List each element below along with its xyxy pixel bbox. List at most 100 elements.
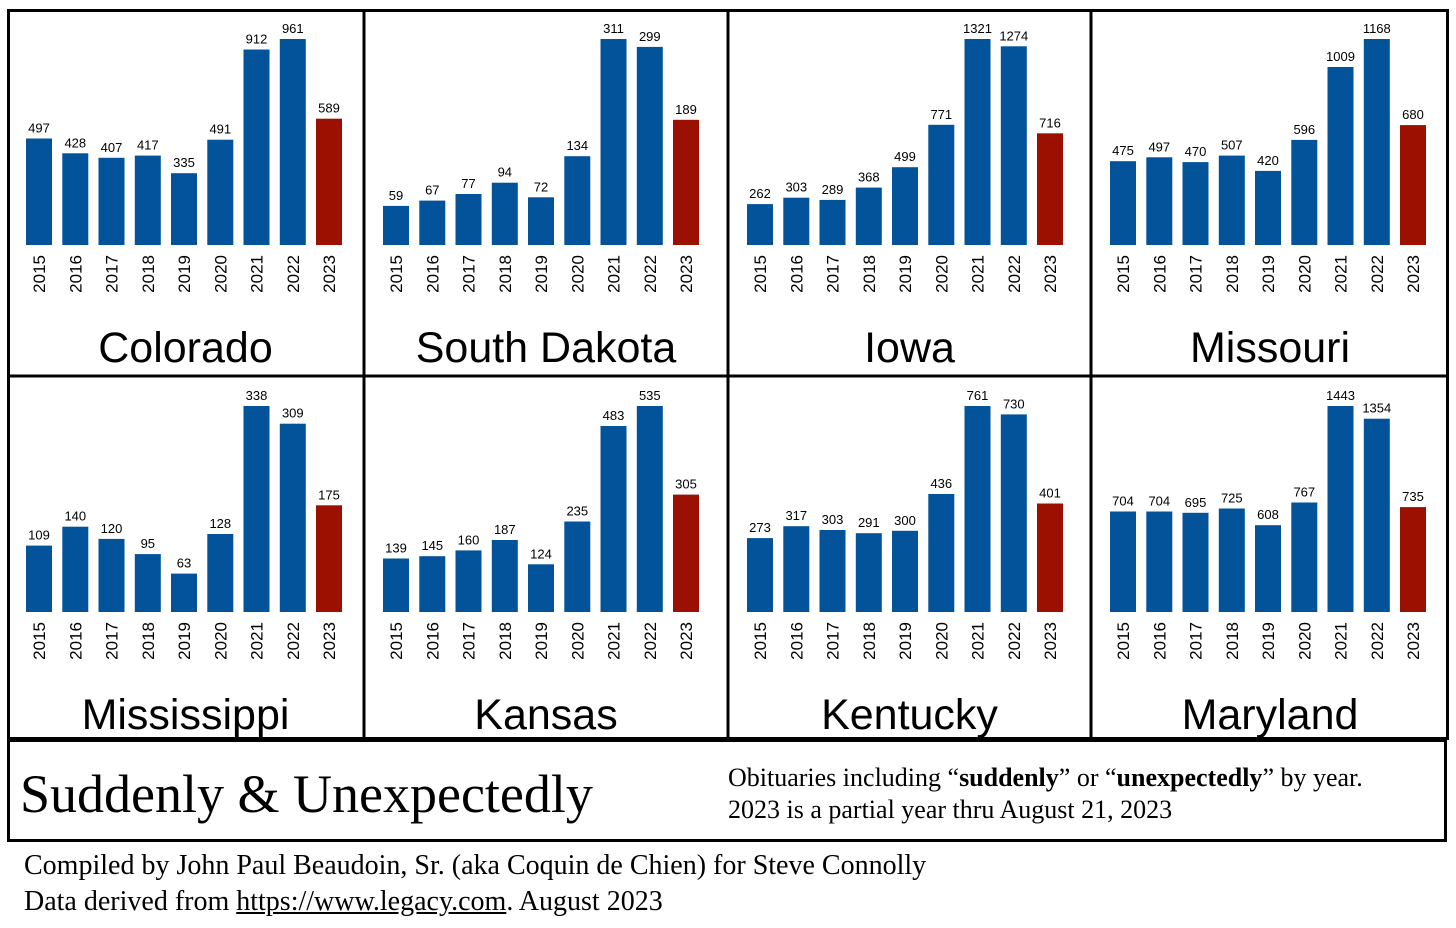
bar-2019 — [892, 167, 918, 245]
state-title: Kansas — [474, 691, 617, 739]
bar-value-label: 95 — [141, 536, 155, 551]
bar-2017 — [455, 194, 482, 245]
year-tick-label: 2018 — [1223, 622, 1242, 660]
bar-2016 — [1146, 511, 1173, 612]
year-tick-label: 2023 — [1404, 255, 1423, 293]
bar-value-label: 680 — [1402, 107, 1424, 122]
bar-2018 — [134, 554, 161, 612]
bar-value-label: 483 — [603, 408, 625, 423]
bar-value-label: 189 — [675, 102, 697, 117]
bar-2017 — [98, 157, 125, 245]
bar-value-label: 109 — [28, 528, 50, 543]
year-tick-label: 2015 — [30, 255, 49, 293]
caption-mid: ” or “ — [1058, 763, 1117, 792]
bar-value-label: 63 — [177, 556, 191, 571]
bar-2015 — [383, 205, 409, 245]
state-title: Kentucky — [821, 691, 998, 739]
bar-value-label: 300 — [894, 513, 916, 528]
bar-value-label: 507 — [1221, 138, 1243, 153]
bar-value-label: 305 — [675, 477, 697, 492]
keyword-suddenly: suddenly — [959, 763, 1059, 792]
bar-2016 — [62, 153, 89, 245]
bar-value-label: 725 — [1221, 491, 1243, 506]
bar-value-label: 160 — [458, 532, 480, 547]
bar-value-label: 1274 — [999, 28, 1028, 43]
year-tick-label: 2019 — [532, 622, 551, 660]
bar-value-label: 1443 — [1326, 388, 1355, 403]
bar-2015 — [383, 558, 409, 612]
bar-value-label: 77 — [461, 176, 475, 191]
bar-2021 — [600, 426, 627, 612]
bar-2018 — [134, 155, 161, 245]
chart-panel-mississippi: 109 2015 140 2016 120 2017 95 2018 63 2019 128 2020… — [26, 388, 342, 739]
bar-2017 — [1182, 512, 1209, 612]
bar-2018 — [855, 533, 882, 612]
year-tick-label: 2015 — [30, 622, 49, 660]
bar-2022 — [1000, 414, 1027, 612]
bar-2022 — [1000, 46, 1027, 245]
year-tick-label: 2021 — [969, 255, 988, 293]
bar-value-label: 262 — [749, 186, 771, 201]
year-tick-label: 2023 — [1041, 255, 1060, 293]
bar-2020 — [1291, 502, 1318, 612]
bar-2023 — [673, 119, 699, 245]
year-tick-label: 2019 — [532, 255, 551, 293]
year-tick-label: 2018 — [860, 255, 879, 293]
bar-2019 — [528, 197, 554, 245]
year-tick-label: 2015 — [1114, 255, 1133, 293]
state-charts-grid: 497 2015 428 2016 407 2017 417 2018 335 2019 491 20… — [7, 9, 1449, 740]
bar-2019 — [171, 173, 197, 245]
bar-2016 — [783, 526, 810, 612]
bar-value-label: 309 — [282, 406, 304, 421]
source-link[interactable]: https://www.legacy.com — [236, 886, 507, 917]
year-tick-label: 2016 — [423, 622, 442, 660]
bar-value-label: 1321 — [963, 21, 992, 36]
bar-value-label: 499 — [894, 149, 916, 164]
bar-value-label: 428 — [64, 135, 86, 150]
year-tick-label: 2015 — [1114, 622, 1133, 660]
bar-value-label: 273 — [749, 520, 771, 535]
bar-value-label: 128 — [209, 516, 231, 531]
year-tick-label: 2019 — [1259, 622, 1278, 660]
bar-2020 — [207, 139, 234, 245]
bar-2021 — [600, 39, 627, 245]
credits: Compiled by John Paul Beaudoin, Sr. (aka… — [24, 848, 926, 920]
bar-value-label: 1168 — [1363, 21, 1391, 36]
year-tick-label: 2023 — [320, 622, 339, 660]
year-tick-label: 2020 — [932, 255, 951, 293]
credits-prefix: Data derived from — [24, 886, 237, 917]
bar-2015 — [1110, 161, 1136, 245]
chart-panel-kansas: 139 2015 145 2016 160 2017 187 2018 124 2019 235 20… — [383, 388, 699, 739]
bar-2023 — [673, 494, 699, 612]
year-tick-label: 2022 — [1005, 255, 1024, 293]
bar-2023 — [1400, 507, 1426, 612]
year-tick-label: 2018 — [860, 622, 879, 660]
year-tick-label: 2022 — [284, 255, 303, 293]
year-tick-label: 2020 — [211, 622, 230, 660]
state-title: Colorado — [98, 324, 273, 372]
bar-value-label: 695 — [1185, 495, 1207, 510]
bar-value-label: 767 — [1293, 485, 1315, 500]
bar-2015 — [26, 545, 52, 612]
year-tick-label: 2017 — [460, 255, 479, 293]
bar-value-label: 470 — [1185, 144, 1207, 159]
bar-value-label: 912 — [246, 32, 268, 47]
year-tick-label: 2022 — [641, 255, 660, 293]
bar-2018 — [491, 182, 518, 245]
caption-description: Obituaries including “suddenly” or “unex… — [728, 762, 1363, 826]
bar-value-label: 761 — [967, 388, 989, 403]
state-title: Maryland — [1182, 691, 1359, 739]
bar-value-label: 491 — [209, 122, 231, 137]
bar-2019 — [1255, 525, 1281, 612]
year-tick-label: 2018 — [139, 255, 158, 293]
bar-value-label: 716 — [1039, 115, 1061, 130]
year-tick-label: 2021 — [605, 622, 624, 660]
year-tick-label: 2022 — [1005, 622, 1024, 660]
year-tick-label: 2021 — [1332, 622, 1351, 660]
year-tick-label: 2019 — [1259, 255, 1278, 293]
bar-value-label: 145 — [421, 538, 443, 553]
year-tick-label: 2020 — [568, 622, 587, 660]
bar-value-label: 311 — [603, 21, 624, 36]
bar-value-label: 94 — [498, 165, 512, 180]
bar-2021 — [243, 49, 270, 245]
